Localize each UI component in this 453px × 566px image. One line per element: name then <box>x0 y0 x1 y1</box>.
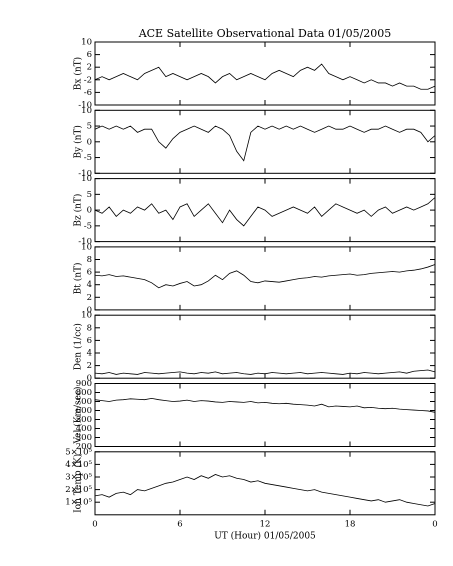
y-tick-label: -5 <box>84 221 92 231</box>
y-tick-label: 10 <box>81 242 92 252</box>
y-tick-label: 6 <box>87 50 92 60</box>
y-tick-label: -5 <box>84 153 92 163</box>
plot-frame <box>94 109 436 174</box>
x-tick-label: 6 <box>177 519 182 529</box>
x-tick-label: 18 <box>345 519 356 529</box>
y-tick-label: -6 <box>84 88 92 98</box>
x-tick-label: 0 <box>92 519 97 529</box>
plot-frame <box>94 383 436 447</box>
y-tick-label: -10 <box>78 101 92 111</box>
y-tick-label: 10 <box>81 106 92 116</box>
y-axis-label: Ion Temp (K) <box>73 454 84 513</box>
y-tick-label: 5 <box>87 190 92 200</box>
y-tick-label: 2 <box>87 293 92 303</box>
y-tick-label: -10 <box>78 237 92 247</box>
y-tick-label: 10 <box>81 311 92 321</box>
y-tick-label: 2×10⁵ <box>65 485 92 495</box>
data-line <box>94 63 436 90</box>
y-tick-label: 1×10⁵ <box>65 498 92 508</box>
chart-title: ACE Satellite Observational Data 01/05/2… <box>138 27 392 40</box>
y-tick-label: 400 <box>76 424 92 434</box>
y-tick-label: 6 <box>87 336 92 346</box>
y-axis-label: Bt (nT) <box>73 262 84 294</box>
y-axis-label: By (nT) <box>73 125 84 158</box>
y-axis-label: Bz (nT) <box>73 194 84 227</box>
y-tick-label: 300 <box>76 433 92 443</box>
y-axis-label: Bx (nT) <box>73 57 84 90</box>
y-axis-label: Den (1/cc) <box>73 323 84 370</box>
y-tick-label: 5 <box>87 122 92 132</box>
y-tick-label: 5×10⁵ <box>65 447 92 457</box>
x-axis-label: UT (Hour) 01/05/2005 <box>214 530 316 541</box>
y-tick-label: 2 <box>87 361 92 371</box>
data-line <box>94 125 436 162</box>
y-tick-label: -2 <box>84 75 92 85</box>
y-tick-label: 2 <box>87 63 92 73</box>
y-tick-label: 8 <box>87 323 92 333</box>
data-line <box>94 197 436 227</box>
y-tick-label: 900 <box>76 379 92 389</box>
y-tick-label: 3×10⁵ <box>65 473 92 483</box>
y-tick-label: 10 <box>81 38 92 48</box>
y-tick-label: 800 <box>76 388 92 398</box>
y-tick-label: 700 <box>76 397 92 407</box>
plot-frame <box>94 246 436 311</box>
y-tick-label: 4 <box>87 349 92 359</box>
data-line <box>94 264 436 289</box>
y-tick-label: 0 <box>87 374 92 384</box>
y-tick-label: 600 <box>76 406 92 416</box>
y-tick-label: 10 <box>81 174 92 184</box>
y-tick-label: 0 <box>87 305 92 315</box>
x-tick-label: 12 <box>260 519 271 529</box>
y-tick-label: 4×10⁵ <box>65 460 92 470</box>
y-axis-label: Vel (Km/sec) <box>73 386 84 444</box>
y-tick-label: 8 <box>87 255 92 265</box>
y-tick-label: 0 <box>87 137 92 147</box>
data-line <box>94 397 436 413</box>
plot-frame <box>94 314 436 379</box>
y-tick-label: 4 <box>87 280 92 290</box>
y-tick-label: -10 <box>78 169 92 179</box>
y-tick-label: 0 <box>87 206 92 216</box>
data-line <box>94 474 436 507</box>
data-line <box>94 369 436 375</box>
y-tick-label: 6 <box>87 268 92 278</box>
plot-frame <box>94 41 436 106</box>
x-tick-label: 0 <box>432 519 437 529</box>
y-tick-label: 200 <box>76 442 92 452</box>
y-tick-label: 500 <box>76 415 92 425</box>
